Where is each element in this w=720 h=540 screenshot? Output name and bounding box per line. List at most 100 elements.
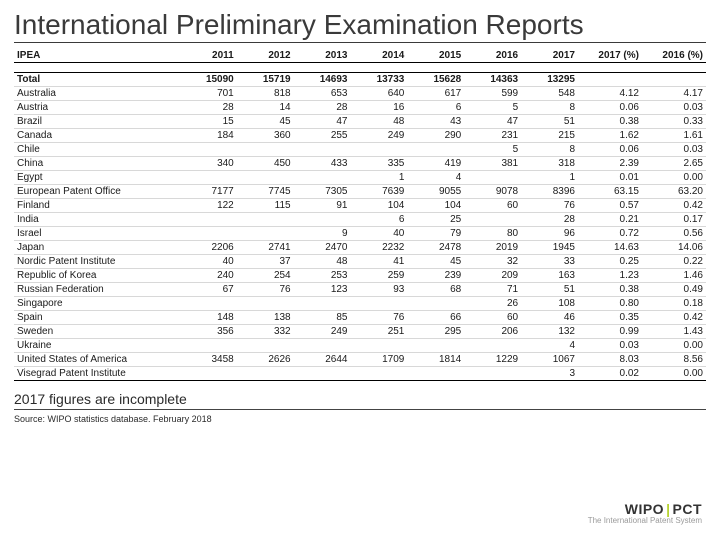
cell: 46 <box>521 310 578 324</box>
table-row: Japan220627412470223224782019194514.6314… <box>14 240 706 254</box>
cell: 0.72 <box>578 226 642 240</box>
cell: 1.43 <box>642 324 706 338</box>
cell: 8 <box>521 100 578 114</box>
cell: 1 <box>521 170 578 184</box>
cell: 76 <box>237 282 294 296</box>
cell: 0.57 <box>578 198 642 212</box>
cell <box>464 366 521 380</box>
col-header: IPEA <box>14 49 180 63</box>
cell: 2741 <box>237 240 294 254</box>
cell: 2470 <box>294 240 351 254</box>
cell <box>237 212 294 226</box>
footer-logo: WIPO|PCT The International Patent System <box>588 502 702 526</box>
row-label: Republic of Korea <box>14 268 180 282</box>
cell: 0.06 <box>578 100 642 114</box>
cell: 1229 <box>464 352 521 366</box>
cell <box>407 338 464 352</box>
cell: 108 <box>521 296 578 310</box>
cell: 8.03 <box>578 352 642 366</box>
cell: 295 <box>407 324 464 338</box>
source-line: Source: WIPO statistics database. Februa… <box>0 410 720 424</box>
cell: 15628 <box>407 72 464 86</box>
cell: 209 <box>464 268 521 282</box>
cell: 0.17 <box>642 212 706 226</box>
cell: 6 <box>351 212 408 226</box>
row-label: Russian Federation <box>14 282 180 296</box>
cell: 66 <box>407 310 464 324</box>
row-label: India <box>14 212 180 226</box>
table-row: Republic of Korea2402542532592392091631.… <box>14 268 706 282</box>
cell: 0.03 <box>642 100 706 114</box>
cell <box>237 366 294 380</box>
cell: 14.63 <box>578 240 642 254</box>
cell <box>407 296 464 310</box>
cell <box>407 142 464 156</box>
cell: 4.12 <box>578 86 642 100</box>
cell: 0.25 <box>578 254 642 268</box>
cell: 0.01 <box>578 170 642 184</box>
table-row: Visegrad Patent Institute30.020.00 <box>14 366 706 380</box>
col-header: 2016 <box>464 49 521 63</box>
table-row: Israel9407980960.720.56 <box>14 226 706 240</box>
cell: 15719 <box>237 72 294 86</box>
cell: 253 <box>294 268 351 282</box>
table-row: Spain14813885766660460.350.42 <box>14 310 706 324</box>
cell: 433 <box>294 156 351 170</box>
cell: 26 <box>464 296 521 310</box>
cell: 71 <box>464 282 521 296</box>
cell: 2232 <box>351 240 408 254</box>
cell: 0.03 <box>642 142 706 156</box>
cell <box>180 338 237 352</box>
cell: 16 <box>351 100 408 114</box>
cell: 76 <box>521 198 578 212</box>
cell: 251 <box>351 324 408 338</box>
cell: 96 <box>521 226 578 240</box>
cell: 2206 <box>180 240 237 254</box>
table-row: Total15090157191469313733156281436313295 <box>14 72 706 86</box>
cell: 85 <box>294 310 351 324</box>
cell: 1814 <box>407 352 464 366</box>
cell: 63.15 <box>578 184 642 198</box>
table-row: Ukraine40.030.00 <box>14 338 706 352</box>
cell: 0.99 <box>578 324 642 338</box>
cell: 6 <box>407 100 464 114</box>
table-row: Nordic Patent Institute403748414532330.2… <box>14 254 706 268</box>
table-row: China3404504333354193813182.392.65 <box>14 156 706 170</box>
cell: 701 <box>180 86 237 100</box>
row-label: Finland <box>14 198 180 212</box>
cell: 9078 <box>464 184 521 198</box>
cell: 356 <box>180 324 237 338</box>
cell: 33 <box>521 254 578 268</box>
cell: 63.20 <box>642 184 706 198</box>
cell: 91 <box>294 198 351 212</box>
row-label: United States of America <box>14 352 180 366</box>
cell: 360 <box>237 128 294 142</box>
cell: 60 <box>464 198 521 212</box>
col-header: 2016 (%) <box>642 49 706 63</box>
cell <box>180 212 237 226</box>
cell: 51 <box>521 282 578 296</box>
cell <box>294 338 351 352</box>
col-header: 2017 (%) <box>578 49 642 63</box>
table-row: Austria281428166580.060.03 <box>14 100 706 114</box>
table-row: Russian Federation6776123936871510.380.4… <box>14 282 706 296</box>
cell <box>464 338 521 352</box>
cell: 2019 <box>464 240 521 254</box>
cell: 80 <box>464 226 521 240</box>
cell: 1709 <box>351 352 408 366</box>
cell: 25 <box>407 212 464 226</box>
row-label: Canada <box>14 128 180 142</box>
cell: 0.80 <box>578 296 642 310</box>
row-label: Nordic Patent Institute <box>14 254 180 268</box>
cell: 239 <box>407 268 464 282</box>
row-label: Brazil <box>14 114 180 128</box>
col-header: 2017 <box>521 49 578 63</box>
cell: 184 <box>180 128 237 142</box>
cell: 37 <box>237 254 294 268</box>
cell: 4 <box>407 170 464 184</box>
cell <box>237 170 294 184</box>
cell: 1.61 <box>642 128 706 142</box>
cell: 68 <box>407 282 464 296</box>
cell: 4.17 <box>642 86 706 100</box>
cell: 2644 <box>294 352 351 366</box>
